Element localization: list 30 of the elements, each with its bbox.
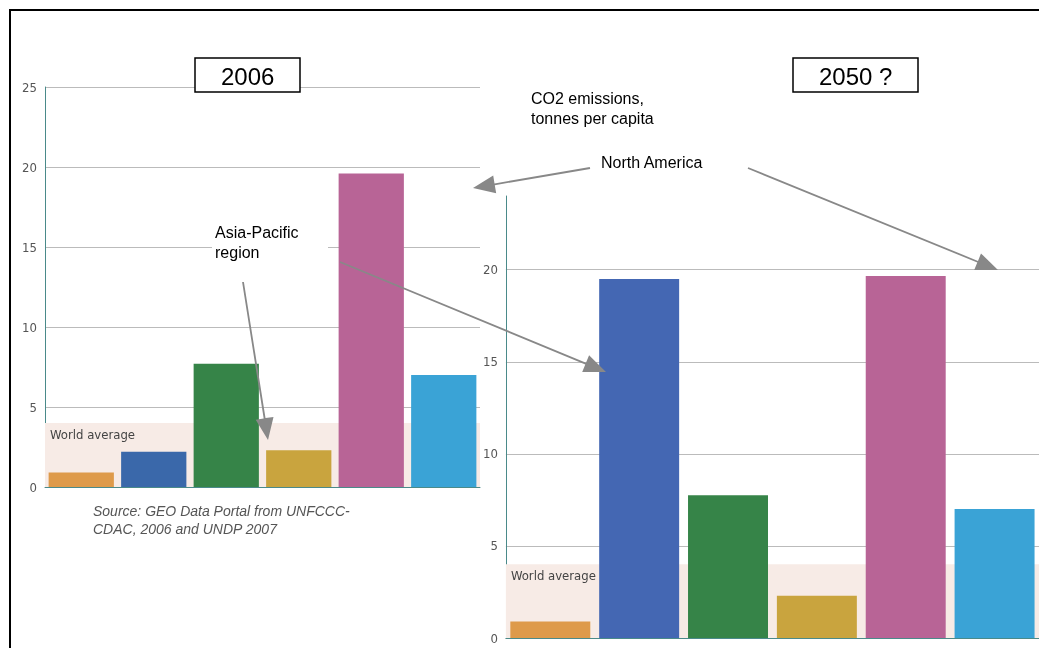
y-tick-label: 15 — [482, 354, 498, 370]
bar — [599, 278, 680, 638]
y-tick-label: 25 — [22, 79, 37, 95]
band-label: World average — [510, 568, 596, 584]
bar — [48, 472, 114, 487]
bar — [411, 375, 477, 487]
chart-title: 2050 ? — [819, 62, 893, 90]
y-tick-label: 5 — [490, 538, 498, 554]
y-tick-label: 15 — [22, 239, 37, 255]
y-tick-label: 5 — [29, 399, 37, 415]
source-note: Source: GEO Data Portal from UNFCCC-CDAC, 2006 and UNDP 2007 — [90, 502, 366, 539]
bar — [688, 495, 768, 638]
y-tick-label: 10 — [22, 319, 37, 335]
y-tick-label: 20 — [22, 159, 37, 175]
y-tick-label: 0 — [29, 479, 37, 495]
text: CO2 emissions, tonnes per capita — [530, 89, 655, 129]
bar — [954, 509, 1035, 638]
band-label: World average — [50, 427, 136, 442]
bar — [266, 450, 332, 487]
bar — [510, 621, 591, 638]
text: North America — [598, 152, 706, 174]
bar — [338, 173, 404, 487]
annotation: Asia-Pacific region — [212, 222, 328, 264]
bar — [121, 451, 187, 487]
bar — [776, 595, 857, 638]
y-tick-label: 10 — [482, 446, 498, 462]
chart-title: 2006 — [221, 62, 275, 90]
bar — [865, 276, 946, 638]
y-tick-label: 20 — [482, 262, 498, 278]
y-tick-label: 0 — [490, 630, 498, 646]
